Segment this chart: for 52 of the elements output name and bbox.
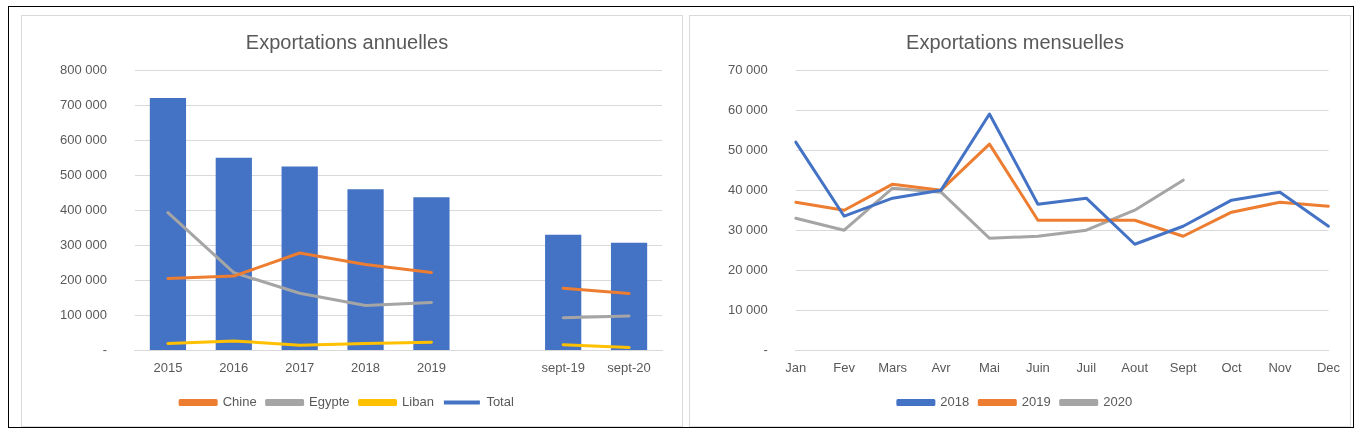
bar — [545, 234, 582, 350]
x-tick-label: Juin — [1025, 359, 1050, 375]
y-tick-label: 100 000 — [59, 306, 107, 322]
legend-label: Egypte — [309, 394, 350, 410]
chart-title: Exportations mensuelles — [906, 30, 1124, 53]
x-tick-label: Jan — [785, 359, 807, 375]
legend-label: 2019 — [1021, 394, 1051, 410]
y-tick-label: - — [763, 341, 768, 357]
y-tick-label: 700 000 — [59, 96, 107, 112]
y-tick-label: 400 000 — [59, 201, 107, 217]
y-tick-label: 20 000 — [728, 261, 768, 277]
y-tick-label: 600 000 — [59, 131, 107, 147]
x-tick-label: 2018 — [351, 359, 381, 375]
x-tick-label: 2016 — [219, 359, 249, 375]
legend-label: 2018 — [940, 394, 970, 410]
x-tick-label: Juil — [1076, 359, 1097, 375]
y-tick-label: 40 000 — [728, 181, 768, 197]
legend-label: Liban — [402, 394, 434, 410]
x-tick-label: Nov — [1268, 359, 1293, 375]
y-tick-label: 30 000 — [728, 221, 768, 237]
y-tick-label: 200 000 — [59, 271, 107, 287]
x-tick-label: 2017 — [285, 359, 315, 375]
x-tick-label: Oct — [1221, 359, 1243, 375]
y-tick-label: - — [102, 341, 107, 357]
y-tick-label: 60 000 — [728, 101, 768, 117]
x-tick-label: Dec — [1316, 359, 1341, 375]
y-tick-label: 800 000 — [59, 61, 107, 77]
legend-label: Total — [486, 394, 514, 410]
bar — [149, 98, 187, 350]
x-tick-label: Avr — [931, 359, 952, 375]
bar — [347, 189, 384, 350]
x-tick-label: Fev — [833, 359, 856, 375]
x-tick-label: 2019 — [416, 359, 446, 375]
y-tick-label: 50 000 — [728, 141, 768, 157]
y-tick-label: 500 000 — [59, 166, 107, 182]
y-tick-label: 70 000 — [728, 61, 768, 77]
x-tick-label: Mars — [878, 359, 908, 375]
bar — [281, 166, 318, 350]
legend-label: Chine — [222, 394, 257, 410]
y-tick-label: 10 000 — [728, 301, 768, 317]
x-tick-label: sept-19 — [541, 359, 585, 375]
x-tick-label: Sept — [1169, 359, 1197, 375]
x-tick-label: 2015 — [153, 359, 183, 375]
bar — [413, 197, 450, 350]
bar — [610, 242, 648, 350]
bar — [215, 157, 252, 350]
y-tick-label: 300 000 — [59, 236, 107, 252]
x-tick-label: Mai — [978, 359, 1001, 375]
chart-title: Exportations annuelles — [245, 30, 449, 53]
legend-label: 2020 — [1103, 394, 1133, 410]
x-tick-label: Aout — [1121, 359, 1149, 375]
x-tick-label: sept-20 — [607, 359, 651, 375]
